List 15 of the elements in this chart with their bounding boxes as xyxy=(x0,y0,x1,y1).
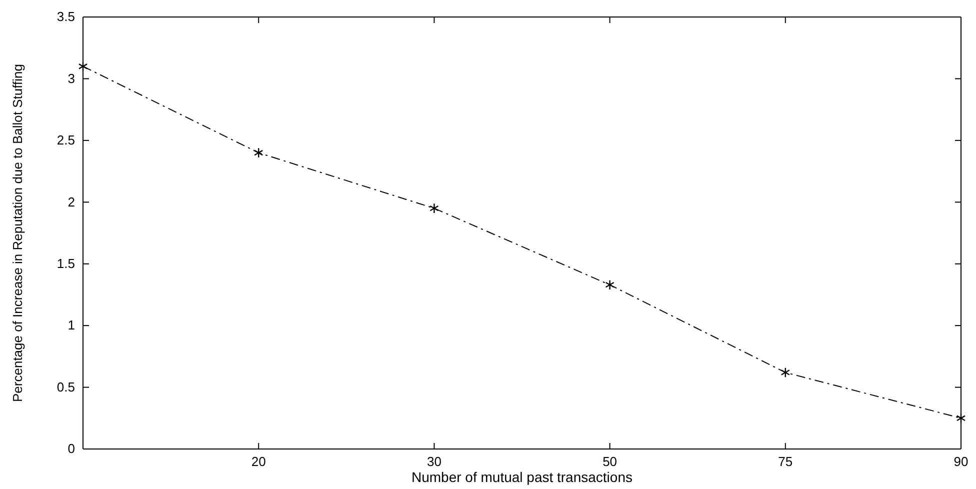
y-tick-label: 0 xyxy=(68,441,75,456)
x-tick-label: 75 xyxy=(778,454,793,470)
y-tick-label: 2.5 xyxy=(56,132,75,148)
y-tick-label: 3.5 xyxy=(56,9,75,24)
x-tick-label: 50 xyxy=(602,454,618,470)
x-tick-label: 30 xyxy=(426,454,442,470)
y-tick-label: 3 xyxy=(68,70,75,86)
y-axis-title: Percentage of Increase in Reputation due to Ballot Stuffing xyxy=(10,64,25,402)
x-axis-title: Number of mutual past transactions xyxy=(412,469,632,485)
y-tick-label: 0.5 xyxy=(56,379,75,394)
y-tick-label: 2 xyxy=(68,194,75,210)
x-tick-label: 20 xyxy=(251,454,266,470)
x-tick-label: 90 xyxy=(954,454,968,470)
y-tick-label: 1 xyxy=(68,318,75,333)
y-tick-label: 1.5 xyxy=(56,256,75,272)
